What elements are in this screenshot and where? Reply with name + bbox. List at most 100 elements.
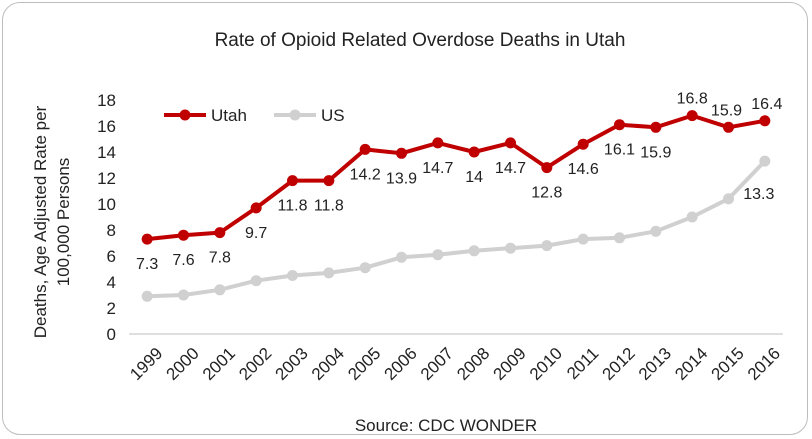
y-tick-label: 18	[97, 91, 116, 110]
x-tick-label: 2011	[563, 344, 602, 383]
series-line	[146, 113, 766, 242]
x-tick-label: 2000	[163, 344, 203, 384]
data-point	[323, 175, 335, 187]
data-label: 14	[465, 169, 483, 186]
y-tick-label: 0	[107, 325, 116, 344]
y-tick-label: 16	[97, 117, 116, 136]
data-label: 7.6	[172, 252, 194, 269]
legend-label: US	[321, 106, 345, 125]
y-tick-label: 8	[107, 221, 116, 240]
data-point	[396, 251, 407, 263]
data-point	[541, 240, 553, 252]
data-point	[577, 233, 589, 245]
series-us	[141, 155, 771, 302]
y-axis-title: Deaths, Age Adjusted Rate per 100,000 Pe…	[31, 105, 73, 338]
data-point	[250, 275, 262, 287]
data-point	[723, 121, 734, 133]
data-point	[178, 229, 189, 241]
data-label: 9.7	[245, 225, 267, 242]
data-label: 11.8	[278, 198, 308, 215]
x-tick-label: 2006	[381, 344, 421, 384]
data-label: 7.8	[209, 250, 231, 267]
data-point	[287, 175, 298, 187]
chart-frame	[2, 2, 808, 435]
data-label: 16.8	[677, 91, 708, 108]
legend-item-utah: Utah	[164, 106, 247, 125]
y-tick-label: 2	[107, 299, 116, 318]
y-tick-label: 14	[97, 143, 116, 162]
data-labels: 7.3 7.6 7.8 9.7 11.8 11.8 14.2 13.9 14.7 14 14.7 12…	[136, 91, 782, 274]
data-point	[141, 290, 153, 302]
data-point	[759, 155, 771, 167]
data-label: 12.8	[531, 185, 562, 202]
data-point	[650, 121, 662, 133]
x-tick-label: 2003	[272, 344, 312, 384]
data-label: 7.3	[136, 256, 158, 273]
data-point	[141, 233, 153, 245]
data-label: 15.9	[711, 102, 742, 119]
data-label: 16.1	[604, 142, 635, 159]
series-lines	[141, 110, 771, 302]
data-point	[432, 249, 444, 261]
legend: Utah US	[164, 106, 345, 125]
legend-marker	[289, 109, 301, 121]
y-tick-label: 12	[97, 169, 116, 188]
data-point	[505, 137, 516, 149]
source-note: Source: CDC WONDER	[355, 416, 537, 435]
data-label: 15.9	[640, 144, 671, 161]
data-point	[759, 115, 771, 127]
data-point	[468, 146, 480, 158]
series-utah	[141, 110, 771, 245]
data-point	[541, 162, 553, 174]
x-tick-label: 2007	[417, 344, 457, 384]
data-point	[396, 147, 407, 159]
data-point	[178, 289, 189, 301]
data-point	[359, 143, 371, 155]
data-point	[686, 110, 698, 122]
data-point	[359, 262, 371, 274]
data-point	[214, 284, 226, 296]
data-point	[723, 193, 734, 205]
x-tick-labels: 1999200020012002200320042005200620072008…	[126, 344, 784, 384]
y-tick-labels: 0 2 4 6 8 10 12 14 16 18	[97, 91, 116, 344]
data-label: 14.7	[422, 160, 453, 177]
x-tick-label: 2009	[490, 344, 530, 384]
data-label: 13.9	[386, 170, 417, 187]
x-tick-label: 2013	[635, 344, 675, 384]
x-tick-label: 2010	[526, 344, 566, 384]
data-point	[468, 245, 480, 257]
x-tick-label: 2002	[235, 344, 275, 384]
data-point	[323, 267, 335, 279]
data-point	[614, 232, 625, 244]
data-label: 14.7	[495, 160, 526, 177]
data-point	[650, 225, 662, 237]
x-tick-label: 2014	[671, 344, 711, 384]
y-tick-label: 10	[97, 195, 116, 214]
data-point	[214, 227, 226, 239]
data-point	[614, 119, 625, 131]
x-tick-label: 2004	[308, 344, 348, 384]
y-axis-title-line1: Deaths, Age Adjusted Rate per	[31, 105, 50, 338]
data-point	[287, 270, 298, 281]
x-tick-label: 2008	[453, 344, 493, 384]
legend-label: Utah	[211, 106, 247, 125]
chart-title: Rate of Opioid Related Overdose Deaths i…	[215, 30, 626, 51]
data-label: 14.2	[350, 166, 381, 183]
data-point	[505, 242, 516, 254]
x-tick-label: 2015	[708, 344, 748, 384]
legend-marker	[179, 109, 191, 121]
data-point	[577, 138, 589, 150]
data-point	[432, 137, 444, 149]
data-label: 16.4	[751, 96, 782, 113]
y-tick-label: 6	[107, 247, 116, 266]
y-tick-label: 4	[107, 273, 116, 292]
data-label: 11.8	[314, 198, 344, 215]
series-line	[147, 159, 767, 299]
y-axis-title-line2: 100,000 Persons	[54, 158, 73, 287]
x-tick-label: 2005	[344, 344, 384, 384]
data-label: 14.6	[568, 161, 599, 178]
x-tick-label: 2001	[199, 344, 239, 384]
data-label: 13.3	[743, 186, 774, 203]
x-tick-label: 2012	[599, 344, 639, 384]
